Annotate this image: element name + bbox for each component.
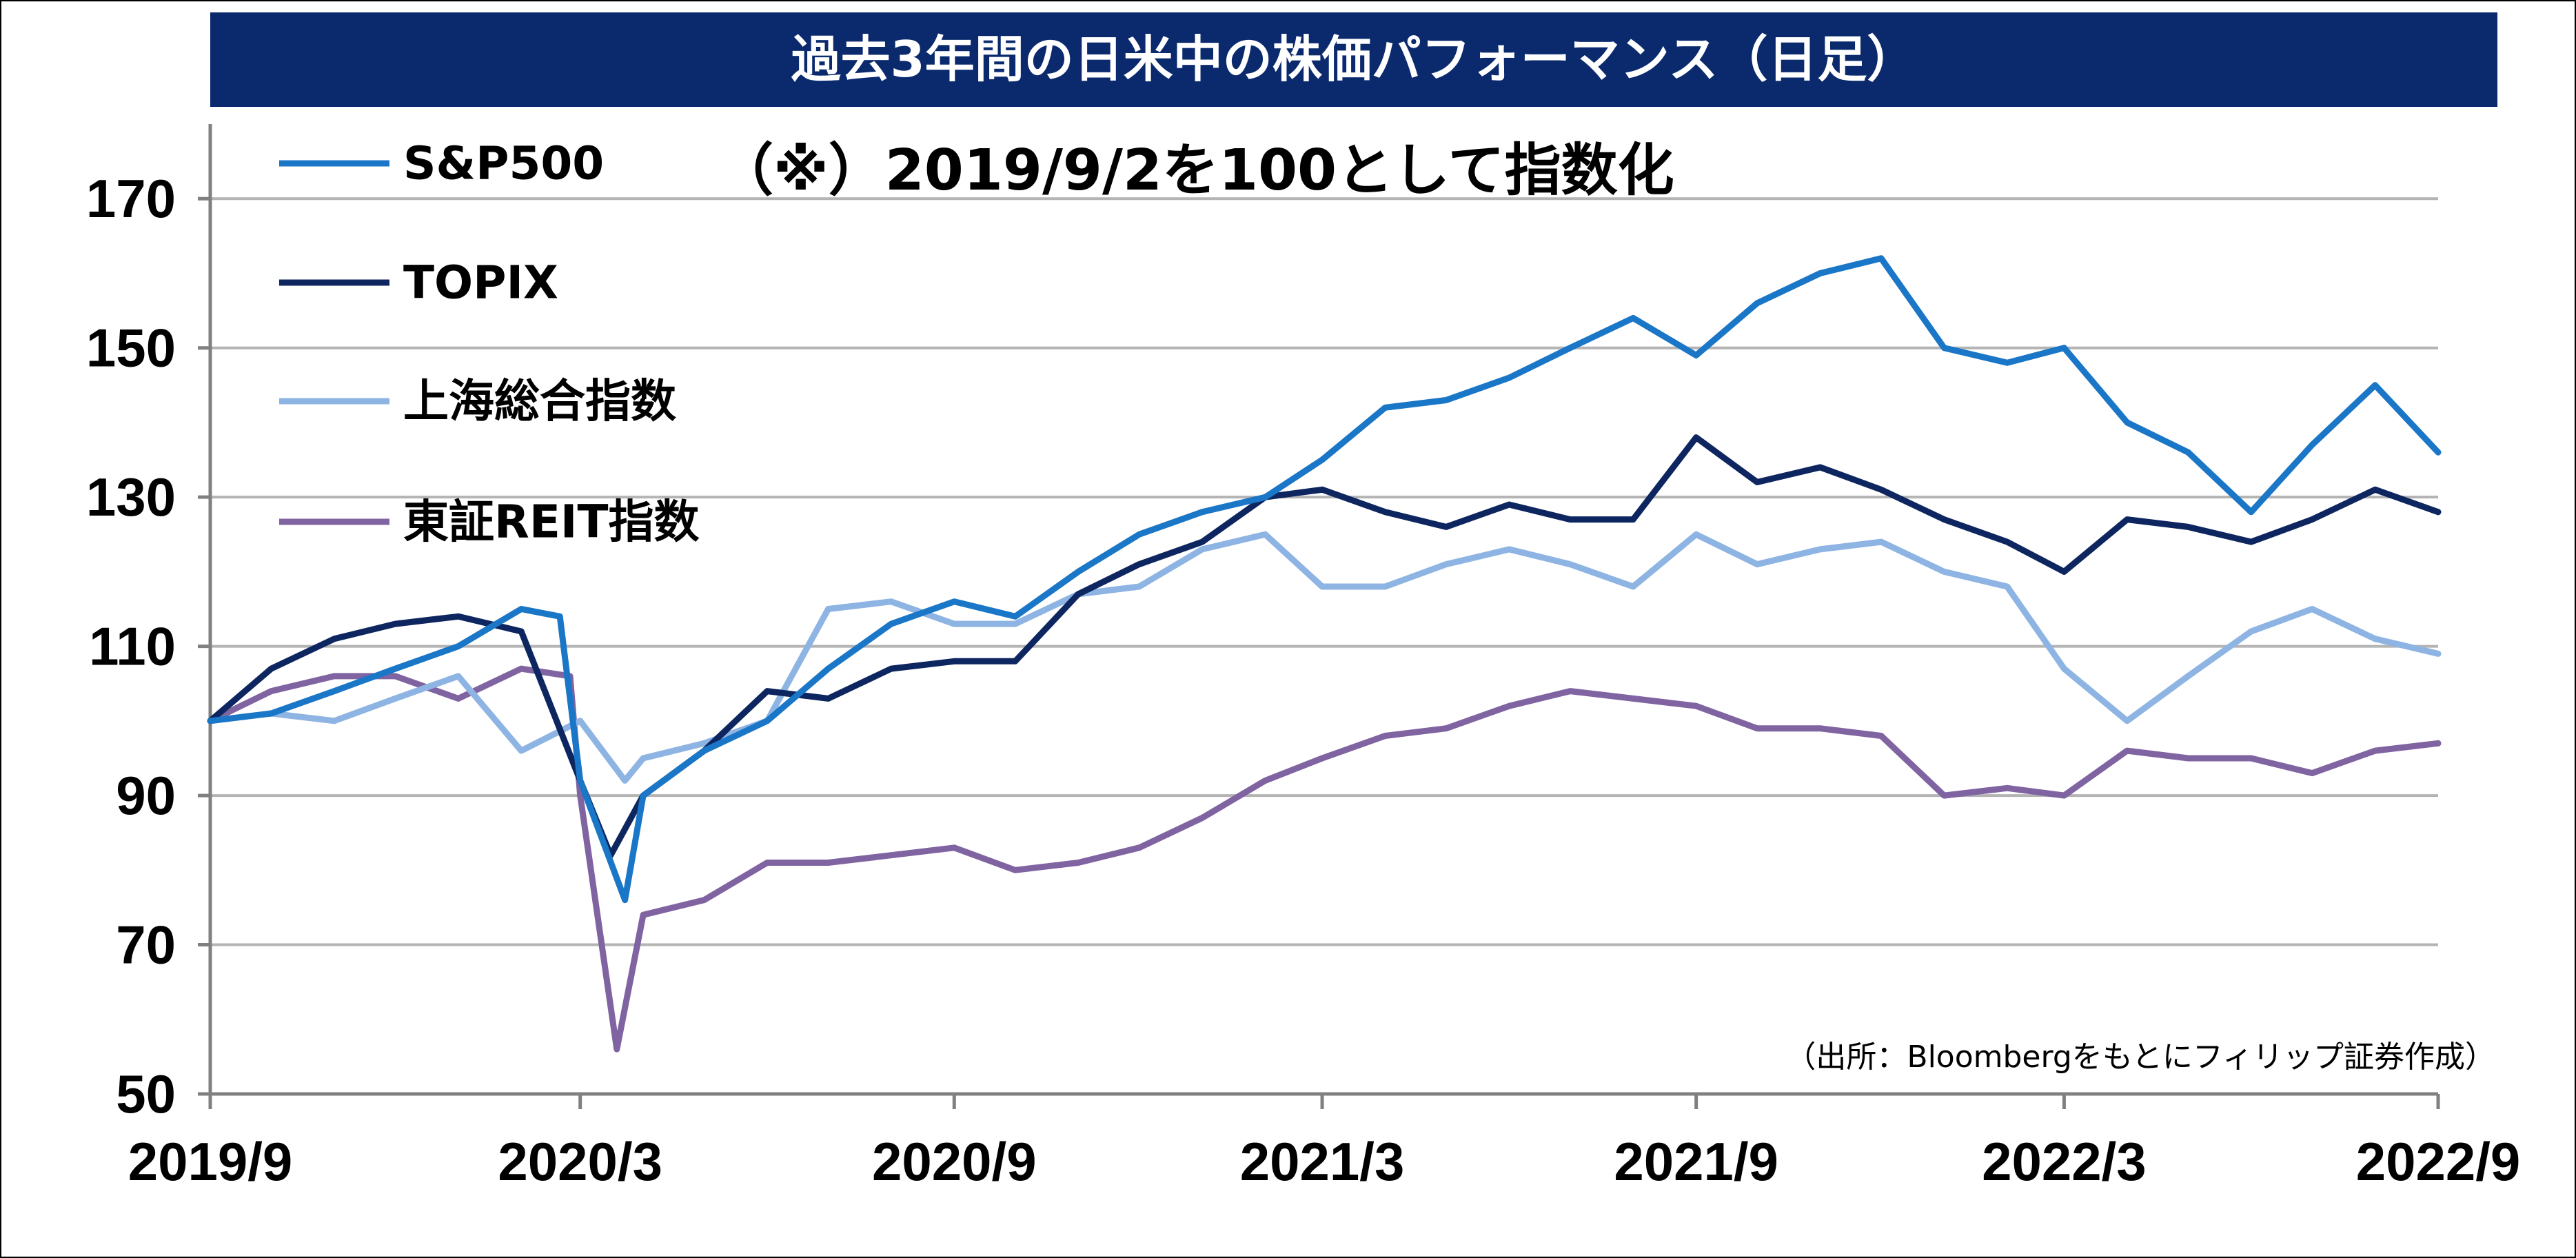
x-tick-label: 2019/9: [128, 1131, 293, 1192]
x-tick-label: 2021/3: [1240, 1131, 1405, 1192]
x-tick-label: 2022/9: [2356, 1131, 2521, 1192]
x-tick-label: 2022/3: [1982, 1131, 2147, 1192]
series-line-2: [207, 531, 2442, 784]
x-tick-labels: 2019/9 2020/3 2020/9 2021/3 2021/9 2022/3 2022…: [128, 1131, 2521, 1192]
y-tick-labels: 50 70 90 110 130 150 170: [86, 168, 176, 1124]
series-line-0: [207, 255, 2442, 904]
y-tick-label: 110: [89, 616, 176, 677]
y-tick-label: 130: [86, 467, 176, 527]
legend-label: S&P500: [403, 137, 604, 190]
chart-title: 過去3年間の日米中の株価パフォーマンス（日足）: [791, 30, 1917, 88]
source-note: （出所：Bloombergをもとにフィリップ証券作成）: [1785, 1039, 2495, 1075]
axes: [198, 124, 2440, 1109]
x-tick-label: 2020/3: [498, 1131, 662, 1192]
legend-label: 東証REIT指数: [403, 496, 699, 549]
y-tick-label: 170: [86, 168, 176, 229]
y-tick-label: 50: [116, 1064, 176, 1124]
index-note: （※）2019/9/2を100として指数化: [717, 138, 1674, 203]
gridlines: [210, 197, 2438, 946]
y-tick-label: 90: [116, 765, 176, 826]
series-line-3: [207, 665, 2442, 1053]
y-tick-label: 150: [86, 318, 176, 378]
legend-label: 上海総合指数: [403, 375, 676, 428]
legend-label: TOPIX: [403, 256, 558, 310]
x-tick-label: 2021/9: [1614, 1131, 1778, 1192]
title-bar: [210, 12, 2497, 107]
series-lines: [207, 255, 2442, 1053]
y-tick-label: 70: [116, 915, 176, 975]
x-tick-label: 2020/9: [872, 1131, 1037, 1192]
